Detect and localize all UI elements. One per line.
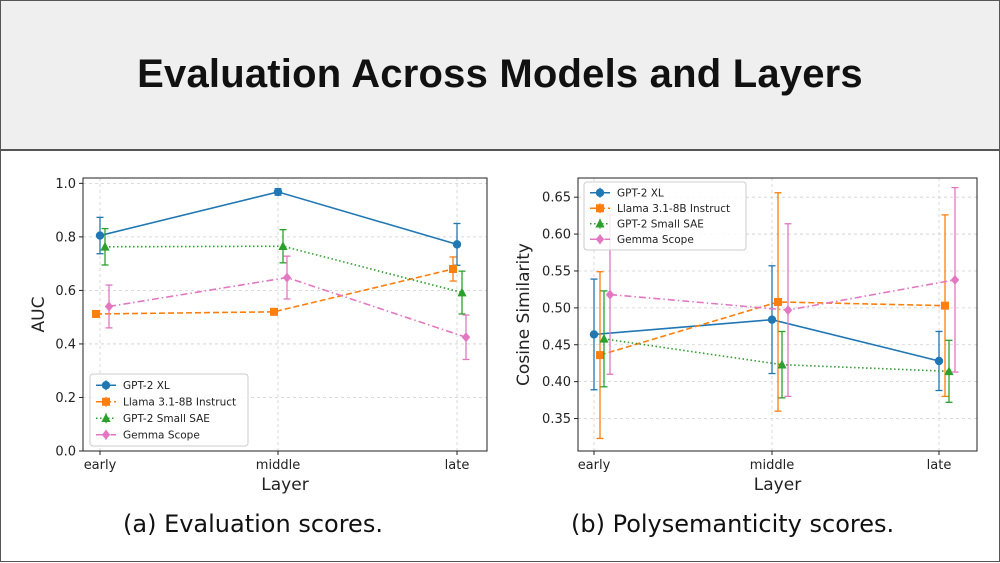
data-point [273,187,283,197]
series-gemma-scope [104,255,471,361]
x-axis-label: Layer [754,475,801,495]
legend-label: GPT-2 Small SAE [617,219,704,231]
caption-evaluation-scores: (a) Evaluation scores. [123,510,383,538]
legend: GPT-2 XL Llama 3.1-8B Instruct GPT-2 Small… [89,373,249,447]
legend-label: Llama 3.1-8B Instruct [123,397,236,409]
y-tick-label: 0.45 [542,338,571,353]
y-tick-label: 0.60 [542,228,571,243]
legend-marker [101,381,111,390]
legend-marker [596,204,604,213]
data-point [599,333,609,343]
legend-marker [101,413,111,423]
data-point [457,287,467,297]
data-point [767,315,777,324]
data-point [589,330,599,339]
y-tick-label: 0.2 [55,391,76,406]
series-line [593,318,940,362]
legend-label: GPT-2 XL [123,380,170,392]
data-point [100,241,110,251]
legend-box [89,373,249,447]
page-title: Evaluation Across Models and Layers [137,52,863,96]
data-point [605,289,615,300]
data-point [449,265,457,273]
x-tick-label: early [84,458,117,473]
x-axis-label: Layer [261,475,308,495]
series-llama-3-1-8b-instruct [92,256,457,318]
data-point [282,272,292,283]
data-point [278,241,288,251]
y-tick-label: 0.50 [542,301,571,316]
series-gpt-2-xl [589,265,944,392]
data-point [461,332,471,343]
data-point [950,274,960,285]
plot-frame [82,177,488,452]
legend-box [583,181,747,251]
y-axis-label: AUC [29,297,49,333]
legend-label: Gemma Scope [617,234,694,246]
series-line [104,245,463,294]
caption-polysemanticity-scores: (b) Polysemanticity scores. [571,510,895,538]
series-llama-3-1-8b-instruct [596,192,949,440]
data-point [95,231,105,240]
x-tick-label: early [578,458,611,473]
legend-marker [595,234,605,245]
x-tick-label: late [927,458,952,473]
title-banner [0,0,1000,151]
legend-marker [101,429,111,440]
y-tick-label: 0.4 [55,337,76,352]
data-point [596,351,604,360]
y-tick-label: 0.0 [55,445,76,460]
legend-label: GPT-2 Small SAE [123,413,210,425]
auc-chart: 0.0 0.2 0.4 0.6 0.8 1.0 early middle late Layer AU… [29,177,488,495]
series-gpt-2-small-sae [599,290,954,403]
series-line [609,279,956,311]
y-tick-label: 0.65 [542,191,571,206]
legend-marker [102,397,110,406]
legend: GPT-2 XL Llama 3.1-8B Instruct GPT-2 Small… [583,181,747,251]
data-point [270,307,278,316]
cosine-similarity-chart: 0.35 0.40 0.45 0.50 0.55 0.60 0.65 early middle l… [514,177,978,495]
x-tick-label: middle [256,458,300,473]
series-line [603,338,950,373]
y-tick-label: 1.0 [55,177,76,192]
legend-label: Gemma Scope [123,430,200,442]
y-tick-label: 0.6 [55,284,76,299]
data-point [944,366,954,376]
series-gpt-2-xl [95,187,462,266]
y-axis-label: Cosine Similarity [514,243,534,386]
data-point [774,297,782,306]
y-tick-label: 0.40 [542,375,571,390]
series-line [95,268,454,315]
data-point [777,359,787,369]
data-point [104,301,114,312]
data-point [92,309,100,318]
data-point [934,356,944,366]
data-point [452,240,462,249]
legend-marker [595,188,605,197]
x-tick-label: late [445,458,470,473]
y-tick-label: 0.8 [55,230,76,245]
data-point [783,305,793,316]
legend-label: Llama 3.1-8B Instruct [617,203,730,215]
plot-frame [577,177,978,452]
legend-label: GPT-2 XL [617,188,664,200]
series-gpt-2-small-sae [100,227,467,315]
y-tick-label: 0.35 [542,412,571,427]
y-tick-label: 0.55 [542,264,571,279]
legend-marker [595,218,605,228]
data-point [941,301,949,310]
x-tick-label: middle [750,458,794,473]
